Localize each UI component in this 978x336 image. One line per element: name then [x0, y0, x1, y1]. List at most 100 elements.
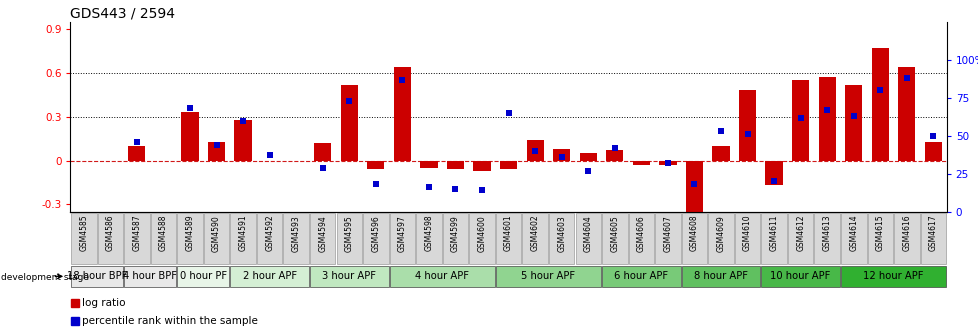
Bar	[898, 67, 914, 161]
Point	[712, 128, 728, 134]
Text: GSM4590: GSM4590	[212, 215, 221, 252]
Bar	[761, 266, 839, 287]
Bar	[549, 213, 574, 264]
Bar	[124, 213, 150, 264]
Point	[871, 87, 887, 93]
Text: 6 hour APF: 6 hour APF	[613, 271, 668, 281]
Bar	[416, 213, 441, 264]
Point	[554, 154, 569, 160]
Text: 4 hour BPF: 4 hour BPF	[123, 271, 177, 281]
Bar	[336, 213, 362, 264]
Point	[208, 142, 224, 148]
Text: GSM4587: GSM4587	[132, 215, 141, 252]
Bar	[314, 143, 331, 161]
Point	[261, 153, 277, 158]
Bar	[765, 161, 782, 185]
Bar	[495, 213, 521, 264]
Point	[527, 148, 543, 154]
Bar	[310, 213, 335, 264]
Text: GSM4601: GSM4601	[504, 215, 512, 252]
Bar	[340, 85, 358, 161]
Text: GSM4595: GSM4595	[344, 215, 353, 252]
Point	[500, 110, 515, 116]
Text: GSM4616: GSM4616	[902, 215, 911, 252]
Bar	[230, 266, 309, 287]
Text: GSM4614: GSM4614	[848, 215, 858, 252]
Text: GSM4600: GSM4600	[477, 215, 486, 252]
Bar	[601, 266, 680, 287]
Text: GSM4586: GSM4586	[106, 215, 114, 252]
Bar	[495, 266, 600, 287]
Bar	[446, 161, 464, 169]
Bar	[310, 266, 388, 287]
Text: 8 hour APF: 8 hour APF	[693, 271, 747, 281]
Point	[819, 107, 834, 113]
Bar	[389, 266, 494, 287]
Bar	[579, 153, 597, 161]
Text: 10 hour APF: 10 hour APF	[770, 271, 830, 281]
Text: GSM4602: GSM4602	[530, 215, 539, 252]
Text: GSM4617: GSM4617	[928, 215, 937, 252]
Bar	[761, 213, 786, 264]
Bar	[389, 213, 415, 264]
Text: GSM4598: GSM4598	[424, 215, 433, 252]
Point	[845, 113, 861, 119]
Bar	[181, 112, 199, 161]
Bar	[814, 213, 839, 264]
Bar	[284, 213, 309, 264]
Bar	[203, 213, 229, 264]
Bar	[734, 213, 760, 264]
Text: GSM4607: GSM4607	[663, 215, 672, 252]
Point	[924, 133, 940, 138]
Bar	[791, 80, 809, 161]
Bar	[818, 77, 835, 161]
Point	[129, 139, 145, 144]
Bar	[681, 213, 706, 264]
Bar	[71, 266, 123, 287]
Text: GSM4615: GSM4615	[875, 215, 884, 252]
Text: GSM4609: GSM4609	[716, 215, 725, 252]
Point	[182, 106, 198, 111]
Bar	[442, 213, 467, 264]
Text: GSM4606: GSM4606	[637, 215, 645, 252]
Text: GSM4605: GSM4605	[609, 215, 619, 252]
Text: GDS443 / 2594: GDS443 / 2594	[70, 7, 175, 21]
Bar	[234, 120, 251, 161]
Text: percentile rank within the sample: percentile rank within the sample	[82, 316, 258, 326]
Bar	[522, 213, 548, 264]
Bar	[473, 161, 490, 171]
Point	[792, 115, 808, 120]
Text: GSM4594: GSM4594	[318, 215, 327, 252]
Text: 12 hour APF: 12 hour APF	[863, 271, 923, 281]
Point	[898, 75, 913, 81]
Point	[341, 98, 357, 103]
Text: 0 hour PF: 0 hour PF	[180, 271, 227, 281]
Bar	[919, 213, 945, 264]
Point	[394, 77, 410, 82]
Bar	[628, 213, 653, 264]
Bar	[658, 161, 676, 165]
Bar	[712, 146, 729, 161]
Text: GSM4612: GSM4612	[795, 215, 804, 251]
Text: GSM4597: GSM4597	[397, 215, 407, 252]
Bar	[924, 141, 941, 161]
Bar	[870, 48, 888, 161]
Bar	[840, 213, 866, 264]
Point	[580, 168, 596, 173]
Bar	[128, 146, 146, 161]
Text: 5 hour APF: 5 hour APF	[521, 271, 575, 281]
Point	[473, 188, 489, 193]
Bar	[468, 213, 494, 264]
Text: 4 hour APF: 4 hour APF	[415, 271, 468, 281]
Bar	[124, 266, 176, 287]
Text: GSM4593: GSM4593	[291, 215, 300, 252]
Point	[421, 185, 436, 190]
Bar	[601, 213, 627, 264]
Bar	[867, 213, 892, 264]
Bar	[177, 213, 202, 264]
Text: GSM4613: GSM4613	[822, 215, 831, 252]
Bar	[177, 266, 229, 287]
Bar	[738, 90, 755, 161]
Text: GSM4608: GSM4608	[689, 215, 698, 252]
Text: development stage: development stage	[1, 273, 89, 282]
